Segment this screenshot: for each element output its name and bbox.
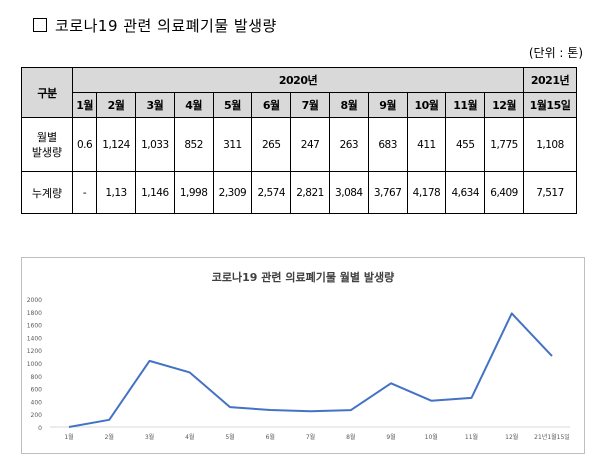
table-cell: 247 [290,117,330,172]
table-cell: 1,998 [173,171,214,214]
y-tick-label: 1400 [27,335,42,342]
month-header-8: 8월 [328,92,369,118]
table-cell: 311 [212,117,253,172]
month-header-7: 7월 [290,92,330,118]
table-cell: 263 [328,117,369,172]
month-header-11: 11월 [445,92,486,118]
x-tick-label: 8월 [346,433,355,441]
row-label-cumulative: 누계량 [21,171,73,214]
table-cell-2021: 7,517 [523,171,577,214]
table-cell: 4,634 [445,171,486,214]
row-label-monthly: 월별 발생량 [21,117,73,172]
table-cell: 2,821 [290,171,330,214]
month-header-row: 1월 2월 3월 4월 5월 6월 7월 8월 9월 10월 11월 12월 1월15일 [22,92,577,118]
chart-svg: 코로나19 관련 의료폐기물 월별 발생량 0 200 400 600 800 1000 12… [27,270,570,441]
month-header-2021: 1월15일 [523,92,577,118]
table-cell: 1,124 [96,117,136,172]
table-cell: 4,178 [406,171,447,214]
month-header-5: 5월 [212,92,253,118]
table-cell: 852 [173,117,214,172]
table-cell: 2,309 [212,171,253,214]
table-row-cumulative: 누계량 -1,13 1,146 1,998 2,309 2,574 2,821 3,084 3… [21,171,577,214]
x-tick-label: 2월 [105,433,114,441]
line-chart: 코로나19 관련 의료폐기물 월별 발생량 0 200 400 600 800 1000 12… [21,257,585,454]
x-tick-label: 3월 [145,433,154,441]
y-tick-label: 1000 [27,361,42,368]
waste-table: 구분 2020년 2021년 1월 2월 3월 4월 5월 6월 7월 8월 9월 10월 11월 1… [21,67,577,214]
x-tick-label: 5월 [225,433,234,441]
y-tick-label: 1800 [27,310,42,317]
x-tick-label: 10월 [425,433,438,441]
unit-label: (단위 : 톤) [528,46,583,60]
table-cell: 6,409 [484,171,524,214]
checkbox-bullet-icon [33,18,47,32]
table-cell: 1,13 [96,171,136,214]
table-cell: 1,775 [484,117,524,172]
month-header-12: 12월 [484,92,524,118]
table-cell: 0.6 [71,117,98,172]
y-tick-label: 2000 [27,297,42,304]
x-tick-label: 21년1월15일 [534,433,570,441]
y-tick-label: 1200 [27,348,42,355]
table-cell: 455 [445,117,486,172]
chart-title: 코로나19 관련 의료폐기물 월별 발생량 [212,270,394,284]
series-line [68,312,553,428]
table-cell: 3,767 [367,171,408,214]
year-2020-header: 2020년 [72,67,524,93]
x-tick-label: 12월 [505,433,518,441]
table-cell: - [71,171,98,214]
month-header-9: 9월 [367,92,408,118]
y-tick-label: 600 [31,387,43,394]
y-tick-label: 400 [31,399,43,406]
month-header-10: 10월 [406,92,447,118]
month-header-4: 4월 [173,92,214,118]
title-text: 코로나19 관련 의료폐기물 발생량 [55,17,277,35]
table-cell: 411 [406,117,447,172]
group-header: 구분 [21,67,73,118]
y-tick-label: 0 [38,425,42,432]
year-2021-header: 2021년 [523,67,577,93]
table-cell-2021: 1,108 [523,117,577,172]
table-cell: 1,033 [134,117,175,172]
y-tick-label: 200 [31,412,43,419]
table-cell: 265 [251,117,292,172]
document-title: 코로나19 관련 의료폐기물 발생량 [33,15,277,36]
table-cell: 2,574 [251,171,292,214]
month-header-3: 3월 [134,92,175,118]
x-tick-label: 1월 [64,433,73,441]
x-tick-label: 11월 [465,433,478,441]
table-cell: 3,084 [328,171,369,214]
x-tick-label: 7월 [306,433,315,441]
y-tick-label: 800 [31,374,43,381]
month-header-6: 6월 [251,92,292,118]
x-tick-label: 4월 [185,433,194,441]
table-cell: 1,146 [134,171,175,214]
table-row-monthly: 월별 발생량 0.6 1,124 1,033 852 311 265 247 263 683 411… [21,117,577,172]
x-tick-label: 9월 [386,433,395,441]
table-cell: 683 [367,117,408,172]
month-header-1: 1월 [71,92,98,118]
month-header-2: 2월 [96,92,136,118]
y-tick-label: 1600 [27,323,42,330]
x-tick-label: 6월 [266,433,275,441]
